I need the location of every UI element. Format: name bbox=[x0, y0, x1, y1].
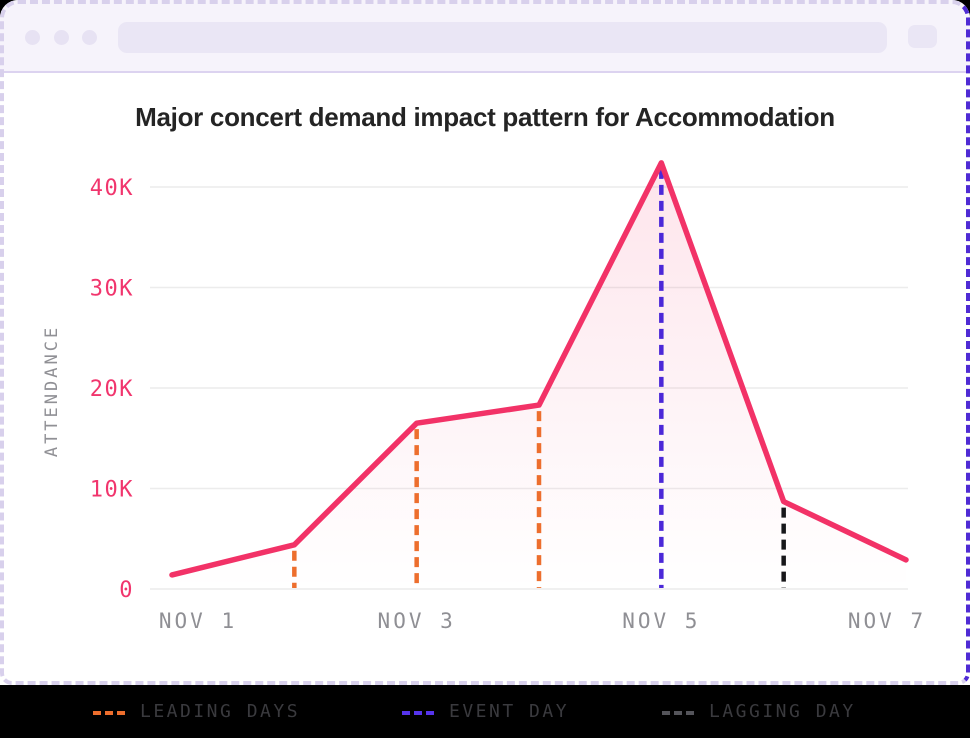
y-tick-label: 40K bbox=[90, 176, 134, 201]
x-tick-label: NOV 3 bbox=[378, 609, 456, 633]
x-tick-label: NOV 1 bbox=[159, 609, 237, 633]
y-tick-label: 0 bbox=[119, 578, 134, 603]
line-chart: 0 10K 20K 30K 40K NOV 1 NOV 3 NOV 5 NOV 7 ATTENDA… bbox=[42, 160, 926, 633]
leading-days-dash-swatch-icon bbox=[93, 710, 125, 715]
legend-bar: LEADING DAYS EVENT DAY LAGGING DAY bbox=[0, 685, 970, 738]
y-tick-label: 10K bbox=[90, 478, 134, 503]
browser-chrome bbox=[0, 0, 970, 73]
browser-window: Major concert demand impact pattern for … bbox=[0, 0, 970, 685]
window-control-dot[interactable] bbox=[82, 30, 97, 45]
area-fill bbox=[172, 162, 906, 589]
x-tick-label: NOV 5 bbox=[622, 609, 700, 633]
legend-label: EVENT DAY bbox=[449, 701, 570, 722]
legend-label: LEADING DAYS bbox=[140, 701, 301, 722]
chart-title: Major concert demand impact pattern for … bbox=[135, 102, 835, 132]
legend-item-event-day: EVENT DAY bbox=[402, 685, 569, 738]
chart-panel: Major concert demand impact pattern for … bbox=[0, 75, 970, 685]
legend-item-leading-days: LEADING DAYS bbox=[93, 685, 300, 738]
y-tick-label: 30K bbox=[90, 277, 134, 302]
window-control-dot[interactable] bbox=[25, 30, 40, 45]
lagging-day-dash-swatch-icon bbox=[662, 710, 694, 715]
window-control-dot[interactable] bbox=[54, 30, 69, 45]
y-axis-label: ATTENDANCE bbox=[42, 325, 62, 457]
event-day-dash-swatch-icon bbox=[402, 710, 434, 715]
series-line bbox=[169, 160, 909, 578]
legend-label: LAGGING DAY bbox=[709, 701, 856, 722]
y-tick-label: 20K bbox=[90, 377, 134, 402]
legend-item-lagging-day: LAGGING DAY bbox=[662, 685, 856, 738]
x-tick-label: NOV 7 bbox=[848, 609, 926, 633]
browser-menu-button[interactable] bbox=[908, 25, 937, 48]
address-bar[interactable] bbox=[118, 22, 887, 53]
